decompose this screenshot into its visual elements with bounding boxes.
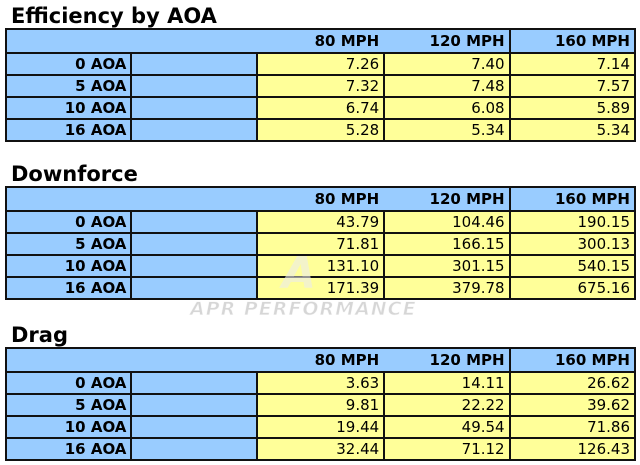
value-cell: 131.10 — [257, 256, 384, 276]
value-cell: 379.78 — [383, 278, 509, 298]
table-row: 16 AOA 32.44 71.12 126.43 — [7, 437, 635, 459]
row-label: 10 AOA — [7, 256, 133, 276]
value-cell: 540.15 — [508, 256, 635, 276]
value-cell: 32.44 — [257, 439, 384, 459]
table-row: 5 AOA 7.32 7.48 7.57 — [7, 74, 635, 96]
column-header: 120 MPH — [429, 351, 505, 369]
value-cell: 7.26 — [257, 54, 384, 74]
header-blank — [7, 349, 132, 371]
header-blank — [132, 349, 257, 371]
column-header: 160 MPH — [508, 30, 634, 52]
table-row: 10 AOA 6.74 6.08 5.89 — [7, 96, 635, 118]
value-cell: 126.43 — [508, 439, 635, 459]
data-table: 80 MPH 120 MPH 160 MPH 0 AOA 7.26 7.40 7.1… — [5, 28, 636, 142]
blank-cell — [132, 395, 258, 415]
value-cell: 14.11 — [383, 373, 509, 393]
row-label: 5 AOA — [7, 76, 133, 96]
value-cell: 190.15 — [508, 212, 635, 232]
value-cell: 166.15 — [383, 234, 509, 254]
row-label: 16 AOA — [7, 120, 133, 140]
blank-cell — [132, 98, 258, 118]
header-row: 80 MPH 120 MPH 160 MPH — [7, 349, 634, 371]
row-label: 0 AOA — [7, 212, 133, 232]
table-row: 16 AOA 5.28 5.34 5.34 — [7, 118, 635, 140]
blank-cell — [132, 256, 258, 276]
blank-cell — [132, 120, 258, 140]
value-cell: 5.89 — [508, 98, 635, 118]
column-header: 80 MPH — [314, 351, 380, 369]
blank-cell — [132, 212, 258, 232]
data-table: 80 MPH 120 MPH 160 MPH 0 AOA 3.63 14.11 26… — [5, 347, 636, 461]
column-header: 80 MPH — [314, 32, 380, 50]
value-cell: 171.39 — [257, 278, 384, 298]
table-row: 5 AOA 9.81 22.22 39.62 — [7, 393, 635, 415]
table-row: 5 AOA 71.81 166.15 300.13 — [7, 232, 635, 254]
value-cell: 39.62 — [508, 395, 635, 415]
table-row: 0 AOA 43.79 104.46 190.15 — [7, 210, 635, 232]
row-label: 10 AOA — [7, 417, 133, 437]
blank-cell — [132, 439, 258, 459]
value-cell: 6.74 — [257, 98, 384, 118]
blank-cell — [132, 234, 258, 254]
value-cell: 7.14 — [508, 54, 635, 74]
blank-cell — [132, 278, 258, 298]
row-label: 0 AOA — [7, 373, 133, 393]
blank-cell — [132, 54, 258, 74]
table-row: 10 AOA 19.44 49.54 71.86 — [7, 415, 635, 437]
blank-cell — [132, 417, 258, 437]
column-header: 80 MPH — [314, 190, 380, 208]
value-cell: 5.34 — [508, 120, 635, 140]
table-row: 16 AOA 171.39 379.78 675.16 — [7, 276, 635, 298]
row-label: 0 AOA — [7, 54, 133, 74]
header-row: 80 MPH 120 MPH 160 MPH — [7, 188, 634, 210]
value-cell: 5.28 — [257, 120, 384, 140]
row-label: 16 AOA — [7, 278, 133, 298]
table-row: 0 AOA 3.63 14.11 26.62 — [7, 371, 635, 393]
value-cell: 7.40 — [383, 54, 509, 74]
header-blank — [132, 188, 257, 210]
value-cell: 71.12 — [383, 439, 509, 459]
column-header: 120 MPH — [429, 32, 505, 50]
table-title: Drag — [11, 323, 68, 347]
header-blank — [132, 30, 257, 52]
blank-cell — [132, 76, 258, 96]
value-cell: 104.46 — [383, 212, 509, 232]
table-title: Downforce — [11, 162, 138, 186]
data-table: 80 MPH 120 MPH 160 MPH 0 AOA 43.79 104.46… — [5, 186, 636, 300]
watermark-text: APR PERFORMANCE — [190, 298, 417, 321]
header-blank — [7, 30, 132, 52]
column-header: 120 MPH — [429, 190, 505, 208]
value-cell: 675.16 — [508, 278, 635, 298]
value-cell: 22.22 — [383, 395, 509, 415]
value-cell: 7.57 — [508, 76, 635, 96]
row-label: 5 AOA — [7, 234, 133, 254]
table-row: 0 AOA 7.26 7.40 7.14 — [7, 52, 635, 74]
value-cell: 7.48 — [383, 76, 509, 96]
value-cell: 5.34 — [383, 120, 509, 140]
value-cell: 9.81 — [257, 395, 384, 415]
row-label: 10 AOA — [7, 98, 133, 118]
column-header: 160 MPH — [508, 349, 634, 371]
table-row: 10 AOA 131.10 301.15 540.15 — [7, 254, 635, 276]
value-cell: 300.13 — [508, 234, 635, 254]
value-cell: 49.54 — [383, 417, 509, 437]
value-cell: 43.79 — [257, 212, 384, 232]
value-cell: 19.44 — [257, 417, 384, 437]
value-cell: 3.63 — [257, 373, 384, 393]
value-cell: 71.81 — [257, 234, 384, 254]
header-blank — [7, 188, 132, 210]
table-title: Efficiency by AOA — [11, 4, 217, 28]
row-label: 16 AOA — [7, 439, 133, 459]
blank-cell — [132, 373, 258, 393]
value-cell: 7.32 — [257, 76, 384, 96]
value-cell: 301.15 — [383, 256, 509, 276]
header-row: 80 MPH 120 MPH 160 MPH — [7, 30, 634, 52]
value-cell: 6.08 — [383, 98, 509, 118]
value-cell: 26.62 — [508, 373, 635, 393]
value-cell: 71.86 — [508, 417, 635, 437]
row-label: 5 AOA — [7, 395, 133, 415]
column-header: 160 MPH — [508, 188, 634, 210]
